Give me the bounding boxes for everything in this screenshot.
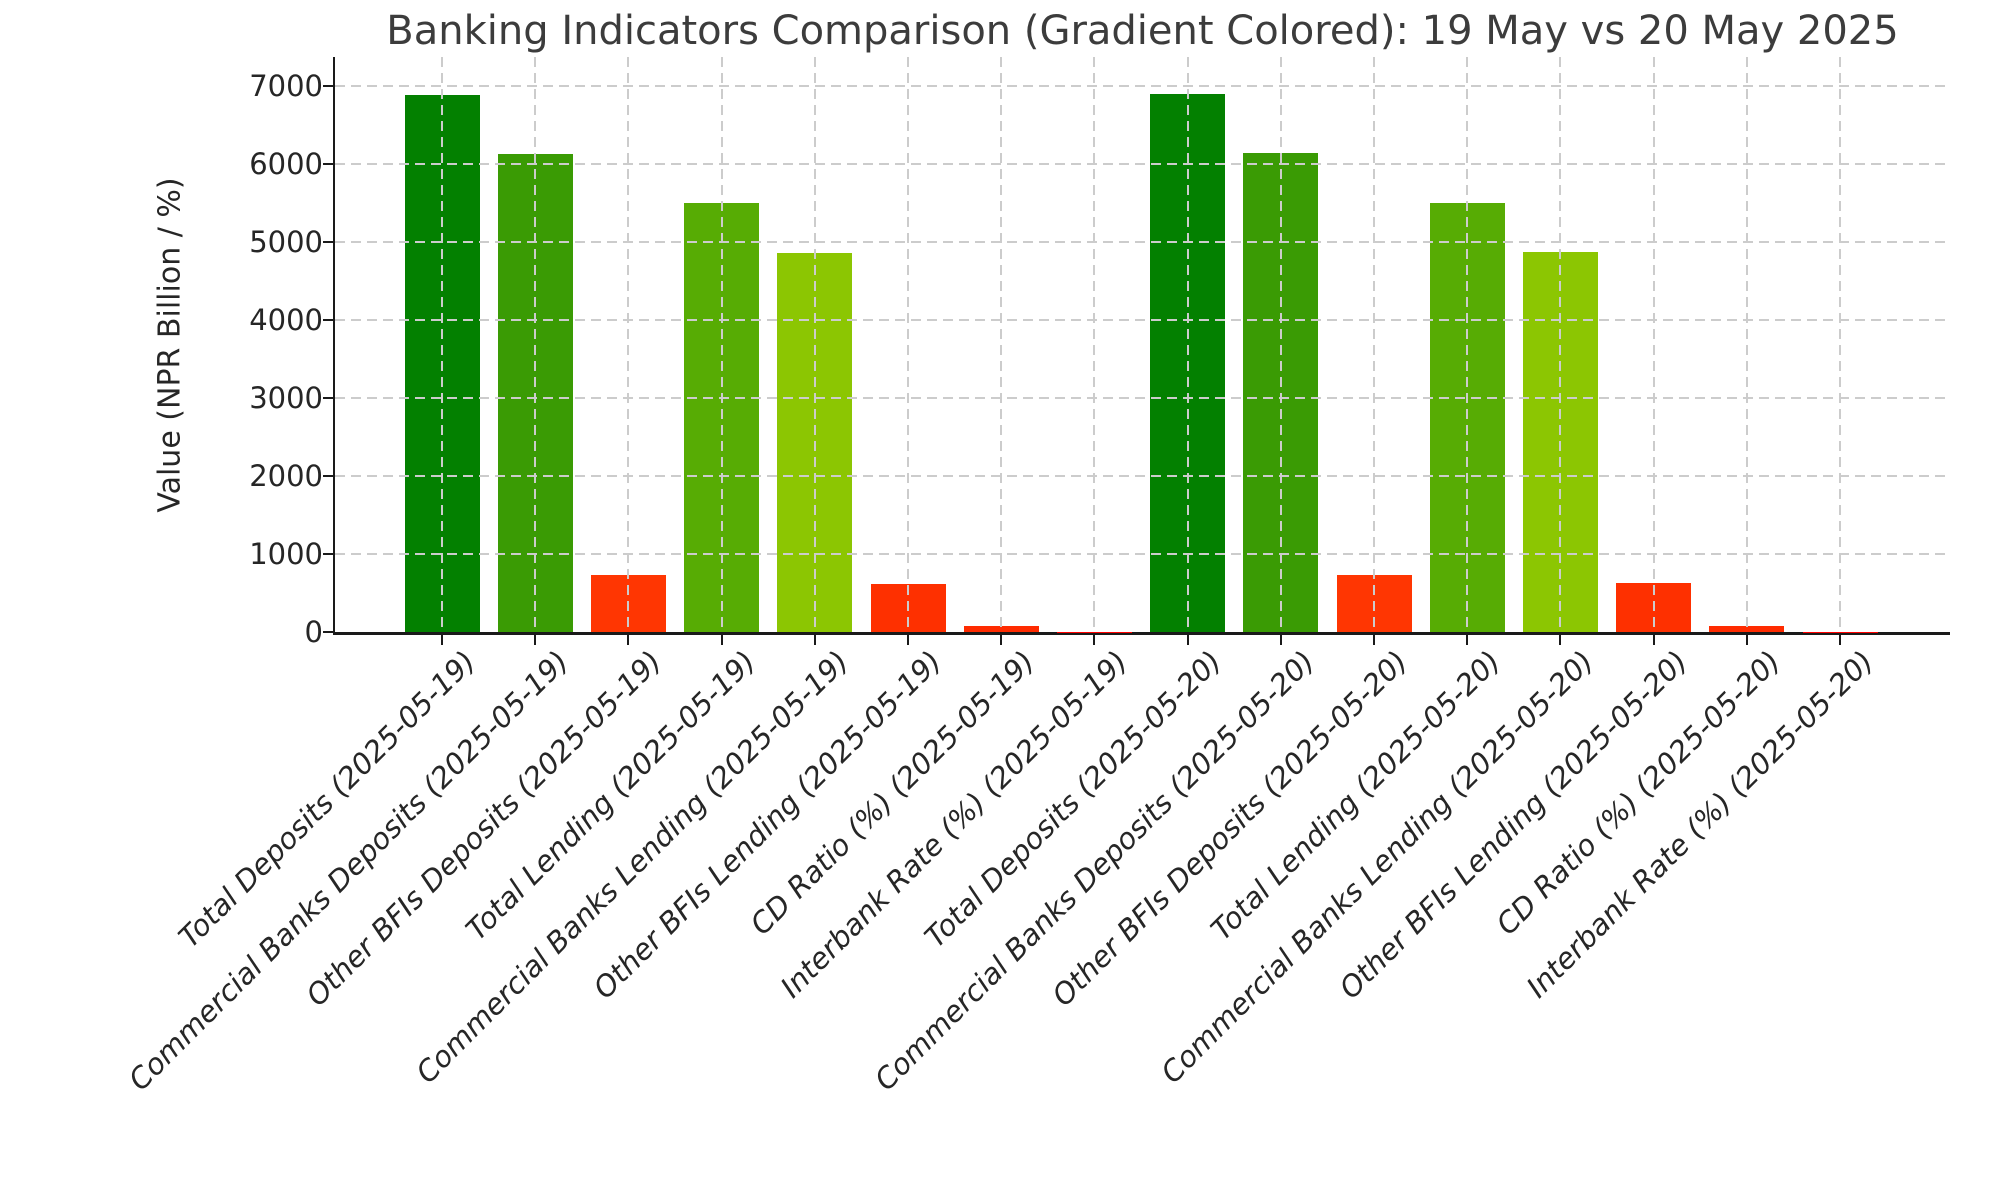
h-gridline-2000 bbox=[335, 475, 1950, 477]
x-tick-mark bbox=[1186, 635, 1189, 645]
x-axis-spine bbox=[333, 632, 1950, 635]
y-tick-label-7000: 7000 bbox=[249, 69, 323, 103]
x-tick-mark bbox=[813, 635, 816, 645]
x-tick-mark bbox=[1466, 635, 1469, 645]
y-tick-mark bbox=[323, 319, 333, 321]
y-tick-mark bbox=[323, 397, 333, 399]
y-tick-label-2000: 2000 bbox=[249, 459, 323, 493]
v-gridline bbox=[627, 57, 630, 632]
y-tick-label-5000: 5000 bbox=[249, 225, 323, 259]
v-gridline bbox=[907, 57, 909, 632]
x-tick-mark bbox=[1093, 635, 1096, 645]
y-tick-mark bbox=[323, 553, 333, 555]
v-gridline bbox=[1745, 57, 1748, 632]
x-tick-mark bbox=[1745, 635, 1748, 645]
x-tick-mark bbox=[1559, 635, 1562, 645]
y-tick-mark bbox=[323, 631, 333, 633]
y-tick-label-3000: 3000 bbox=[249, 381, 323, 415]
v-gridline bbox=[1186, 57, 1189, 632]
y-tick-mark bbox=[323, 163, 333, 165]
h-gridline-5000 bbox=[335, 241, 1950, 243]
x-tick-mark bbox=[1652, 635, 1655, 645]
x-tick-mark bbox=[534, 635, 537, 645]
v-gridline bbox=[1559, 57, 1562, 632]
h-gridline-1000 bbox=[335, 553, 1950, 555]
x-tick-mark bbox=[1373, 635, 1375, 645]
y-tick-label-6000: 6000 bbox=[249, 147, 323, 181]
v-gridline bbox=[720, 57, 723, 632]
v-gridline bbox=[1279, 57, 1282, 632]
v-gridline bbox=[1000, 57, 1003, 632]
y-axis-spine bbox=[333, 57, 335, 634]
v-gridline bbox=[1652, 57, 1655, 632]
x-tick-mark bbox=[1000, 635, 1003, 645]
h-gridline-3000 bbox=[335, 397, 1950, 399]
chart-title: Banking Indicators Comparison (Gradient … bbox=[386, 8, 1899, 54]
x-tick-mark bbox=[627, 635, 630, 645]
h-gridline-7000 bbox=[335, 85, 1950, 87]
x-tick-mark bbox=[1839, 635, 1841, 645]
x-tick-mark bbox=[720, 635, 723, 645]
y-tick-label-4000: 4000 bbox=[249, 303, 323, 337]
v-gridline bbox=[1466, 57, 1469, 632]
y-tick-mark bbox=[323, 85, 333, 87]
v-gridline bbox=[1373, 57, 1375, 632]
x-tick-mark bbox=[1279, 635, 1282, 645]
y-tick-mark bbox=[323, 475, 333, 477]
plot-area bbox=[323, 57, 1950, 645]
y-tick-label-0: 0 bbox=[304, 615, 323, 649]
v-gridline bbox=[1093, 57, 1096, 632]
h-gridline-6000 bbox=[335, 163, 1950, 165]
x-tick-mark bbox=[441, 635, 443, 645]
y-tick-label-1000: 1000 bbox=[249, 537, 323, 571]
v-gridline bbox=[534, 57, 537, 632]
h-gridline-4000 bbox=[335, 319, 1950, 321]
v-gridline bbox=[441, 57, 443, 632]
y-tick-mark bbox=[323, 241, 333, 243]
v-gridline bbox=[813, 57, 816, 632]
x-tick-mark bbox=[907, 635, 909, 645]
v-gridline bbox=[1839, 57, 1841, 632]
